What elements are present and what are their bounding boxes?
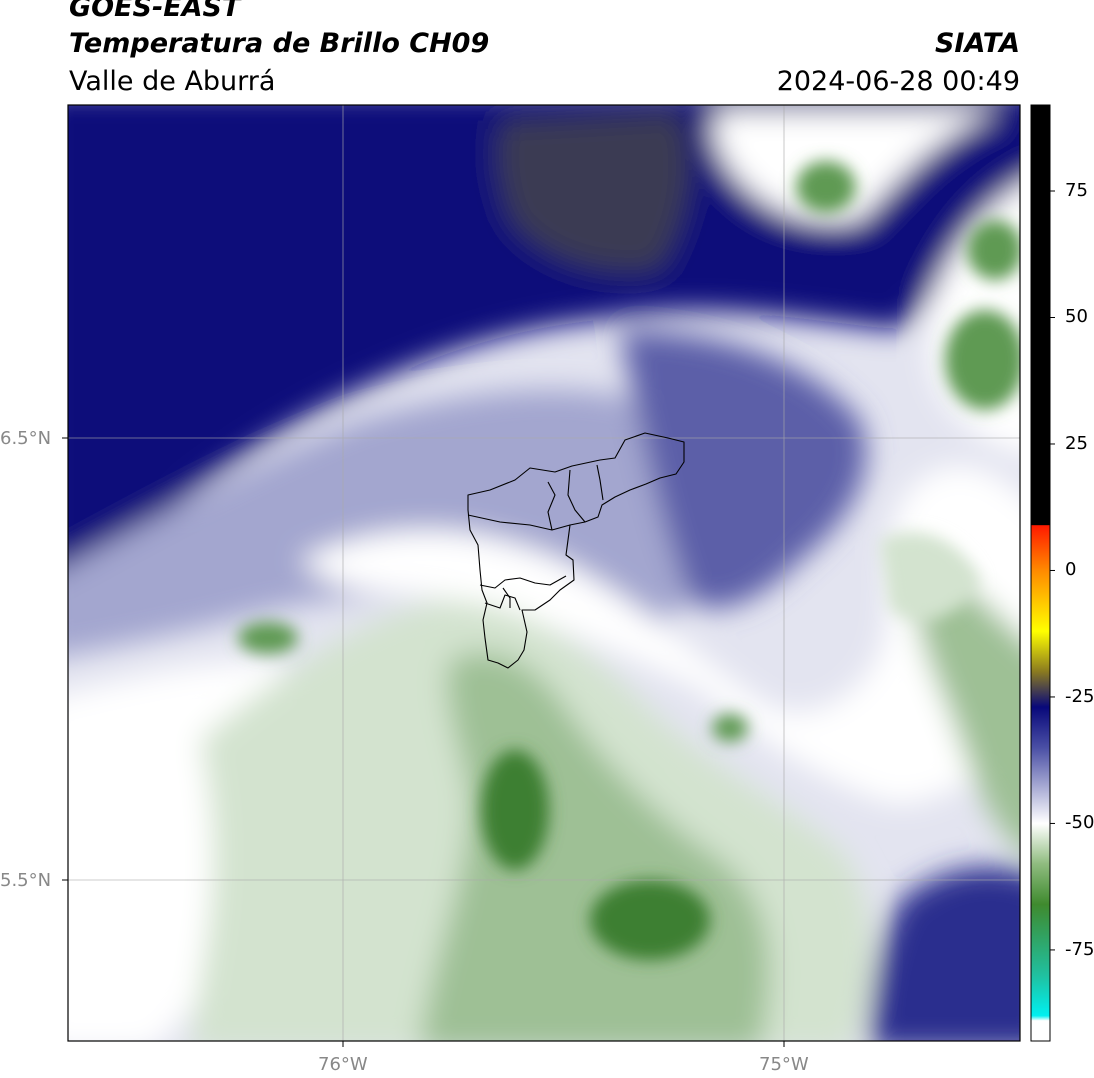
map-frame (67, 104, 1021, 1042)
colorbar-gradient (1031, 105, 1050, 1041)
region-title: Valle de Aburrá (69, 66, 276, 97)
colorbar-tick-label: -50 (1065, 812, 1094, 834)
colorbar-tick-label: 25 (1065, 432, 1088, 454)
channel-title: Temperatura de Brillo CH09 (69, 28, 490, 59)
lon-label-76w: 76°W (318, 1054, 368, 1075)
colorbar-tick-label: 50 (1065, 306, 1088, 328)
colorbar-tick-label: -75 (1065, 938, 1094, 960)
datetime-label: 2024-06-28 00:49 (776, 66, 1020, 97)
field-navy-north (68, 105, 1020, 572)
colorbar-frame (1030, 104, 1051, 1042)
field-ne-blue (620, 330, 867, 608)
map-ticks (62, 437, 785, 1047)
field-darkgreen-2 (590, 880, 710, 960)
field-green-blob2 (238, 622, 298, 654)
brand-label: SIATA (934, 28, 1020, 59)
field-green-blob4 (967, 220, 1020, 280)
field-east-green (914, 560, 1020, 849)
field-darkgreen-1 (481, 750, 549, 870)
temperature-field (68, 105, 1020, 1041)
colorbar-tick-label: 0 (1065, 559, 1077, 581)
field-white-1 (300, 465, 1020, 805)
valle-de-aburra-boundaries (467, 432, 685, 669)
lat-label-6-5n: 6.5°N (0, 428, 52, 449)
lat-label-5-5n: 5.5°N (0, 870, 52, 891)
map-graticule (68, 105, 1020, 1041)
boundary-outline (467, 432, 685, 669)
field-green-blob3 (945, 310, 1020, 410)
lon-label-75w: 75°W (759, 1054, 809, 1075)
field-green-blob5 (712, 714, 748, 742)
field-se-navy (870, 866, 1020, 1041)
field-cloud (713, 110, 1000, 223)
field-brown (497, 110, 691, 273)
field-pale-ne (880, 532, 980, 620)
product-title: GOES-EAST (69, 0, 241, 23)
colorbar (1030, 104, 1055, 1042)
colorbar-tick-label: -25 (1065, 685, 1094, 707)
field-green-blob1 (796, 161, 856, 213)
colorbar-tick-label: 75 (1065, 180, 1088, 201)
